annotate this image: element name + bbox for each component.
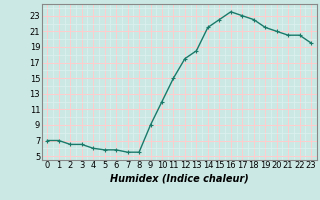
X-axis label: Humidex (Indice chaleur): Humidex (Indice chaleur) bbox=[110, 173, 249, 183]
